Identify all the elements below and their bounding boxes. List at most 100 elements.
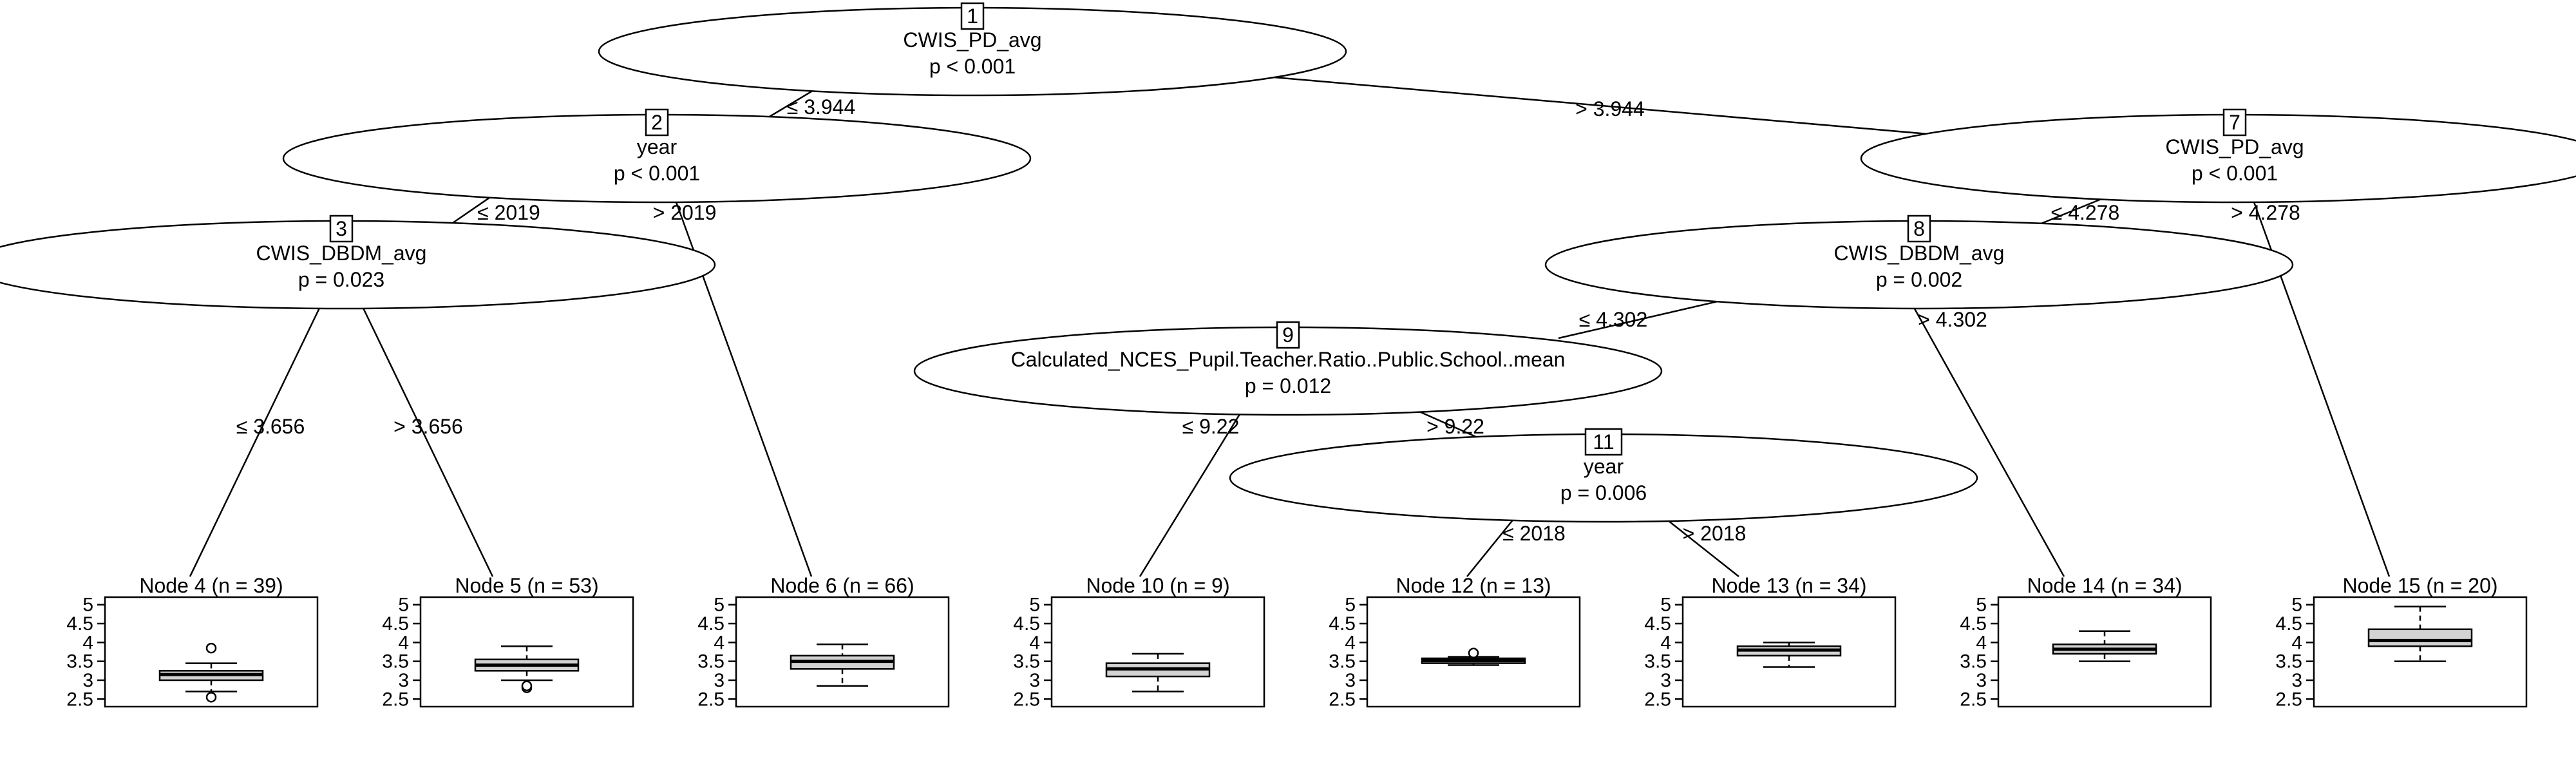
terminal-node-title: Node 12 (n = 13): [1396, 574, 1551, 597]
edge-label-8-14: > 4.302: [1918, 308, 1987, 331]
y-axis: 54.543.532.5: [2275, 595, 2314, 710]
terminal-node-15: Node 15 (n = 20) 54.543.532.5: [2275, 574, 2528, 710]
terminal-node-6: Node 6 (n = 66) 54.543.532.5: [697, 574, 950, 710]
y-tick-label: 2.5: [382, 689, 409, 710]
y-tick-label: 3: [714, 670, 724, 691]
p-value: p = 0.006: [1560, 481, 1647, 504]
node-id-box: [2222, 108, 2247, 137]
terminal-node-5: Node 5 (n = 53) 54.543.532.5: [382, 574, 634, 710]
boxplot-panel: [419, 596, 634, 708]
y-axis: 54.543.532.5: [1013, 595, 1052, 710]
y-tick-label: 4.5: [66, 613, 93, 635]
split-variable: CWIS_DBDM_avg: [1834, 242, 2005, 265]
y-tick-label: 3.5: [382, 651, 409, 673]
edge-label-2-6: > 2019: [653, 201, 717, 224]
y-tick-label: 2.5: [1013, 689, 1040, 710]
y-tick-label: 4.5: [1644, 613, 1671, 635]
inner-node-11: 11 year p = 0.006: [1229, 428, 1978, 523]
iqr-box: [2367, 628, 2473, 647]
edge-labels: ≤ 3.944 > 3.944 ≤ 2019 > 2019 ≤ 3.656 > …: [236, 95, 2300, 545]
y-tick-label: 4.5: [1013, 613, 1040, 635]
terminal-node-title: Node 5 (n = 53): [455, 574, 598, 597]
y-axis: 54.543.532.5: [1644, 595, 1683, 710]
y-tick-label: 3: [398, 670, 409, 691]
split-variable: year: [637, 135, 677, 158]
edge-3-4: [189, 302, 323, 577]
split-variable: CWIS_PD_avg: [2165, 135, 2304, 158]
boxplot-panel: [735, 596, 950, 708]
y-tick-label: 3: [82, 670, 93, 691]
inner-node-9: 9 Calculated_NCES_Pupil.Teacher.Ratio..P…: [913, 321, 1663, 416]
node-id: 9: [1282, 323, 1294, 347]
y-tick-label: 2.5: [2275, 689, 2302, 710]
y-tick-label: 3: [1345, 670, 1356, 691]
y-tick-label: 3.5: [1644, 651, 1671, 673]
terminal-node-title: Node 15 (n = 20): [2342, 574, 2497, 597]
split-variable: Calculated_NCES_Pupil.Teacher.Ratio..Pub…: [1011, 348, 1566, 371]
edge-9-10: [1139, 408, 1244, 577]
p-value: p = 0.023: [298, 268, 384, 291]
y-tick-label: 5: [2291, 595, 2302, 616]
y-tick-label: 4: [82, 632, 93, 653]
edge-label-7-8: ≤ 4.278: [2051, 201, 2120, 224]
node-id: 7: [2229, 111, 2240, 134]
terminal-node-title: Node 10 (n = 9): [1086, 574, 1229, 597]
node-id: 8: [1913, 217, 1925, 240]
y-tick-label: 4.5: [2275, 613, 2302, 635]
node-id: 1: [967, 5, 978, 28]
edge-11-13: [1661, 515, 1739, 577]
y-tick-label: 4: [1029, 632, 1040, 653]
node-id-box: [960, 2, 985, 30]
edge-label-9-11: > 9.22: [1426, 415, 1484, 438]
y-tick-label: 2.5: [1960, 689, 1987, 710]
y-axis: 54.543.532.5: [66, 595, 105, 710]
node-id-box: [1907, 215, 1931, 243]
node-id-box: [645, 108, 669, 137]
y-tick-label: 4: [398, 632, 409, 653]
node-id: 11: [1593, 430, 1614, 453]
terminal-node-title: Node 6 (n = 66): [770, 574, 914, 597]
p-value: p = 0.002: [1876, 268, 1962, 291]
edge-label-3-4: ≤ 3.656: [236, 415, 305, 438]
edge-label-9-10: ≤ 9.22: [1182, 415, 1240, 438]
edge-label-11-12: ≤ 2018: [1502, 522, 1566, 545]
node-id: 2: [651, 111, 663, 134]
y-tick-label: 4.5: [1329, 613, 1356, 635]
edge-11-12: [1466, 515, 1517, 577]
y-axis: 54.543.532.5: [382, 595, 421, 710]
node-id-box: [1584, 428, 1623, 456]
y-tick-label: 3.5: [2275, 651, 2302, 673]
y-tick-label: 4.5: [697, 613, 724, 635]
node-id: 3: [336, 217, 347, 240]
p-value: p < 0.001: [929, 55, 1016, 78]
terminal-node-14: Node 14 (n = 34) 54.543.532.5: [1960, 574, 2212, 710]
boxplot-panel: [2313, 596, 2528, 708]
edge-3-5: [359, 302, 494, 577]
tree-edges: [189, 75, 2391, 577]
edge-label-2-3: ≤ 2019: [477, 201, 540, 224]
split-variable: CWIS_DBDM_avg: [256, 242, 427, 265]
edge-8-14: [1908, 299, 2065, 577]
y-tick-label: 3.5: [1329, 651, 1356, 673]
split-variable: year: [1584, 455, 1624, 478]
y-tick-label: 2.5: [1329, 689, 1356, 710]
inner-node-3: 3 CWIS_DBDM_avg p = 0.023: [0, 215, 716, 310]
y-axis: 54.543.532.5: [1960, 595, 1998, 710]
node-id-box: [1276, 321, 1300, 349]
y-tick-label: 4: [1976, 632, 1987, 653]
p-value: p < 0.001: [614, 162, 700, 185]
edge-label-3-5: > 3.656: [393, 415, 463, 438]
terminal-node-title: Node 14 (n = 34): [2027, 574, 2182, 597]
edge-label-7-15: > 4.278: [2231, 201, 2300, 224]
y-tick-label: 5: [398, 595, 409, 616]
y-tick-label: 5: [1029, 595, 1040, 616]
terminal-node-10: Node 10 (n = 9) 54.543.532.5: [1013, 574, 1265, 710]
split-variable: CWIS_PD_avg: [903, 28, 1041, 52]
y-tick-label: 2.5: [1644, 689, 1671, 710]
outlier-point: [521, 680, 533, 692]
edge-label-8-9: ≤ 4.302: [1579, 308, 1648, 331]
terminal-node-4: Node 4 (n = 39) 54.543.532.5: [66, 574, 319, 710]
y-tick-label: 3: [1660, 670, 1671, 691]
terminal-node-13: Node 13 (n = 34) 54.543.532.5: [1644, 574, 1897, 710]
